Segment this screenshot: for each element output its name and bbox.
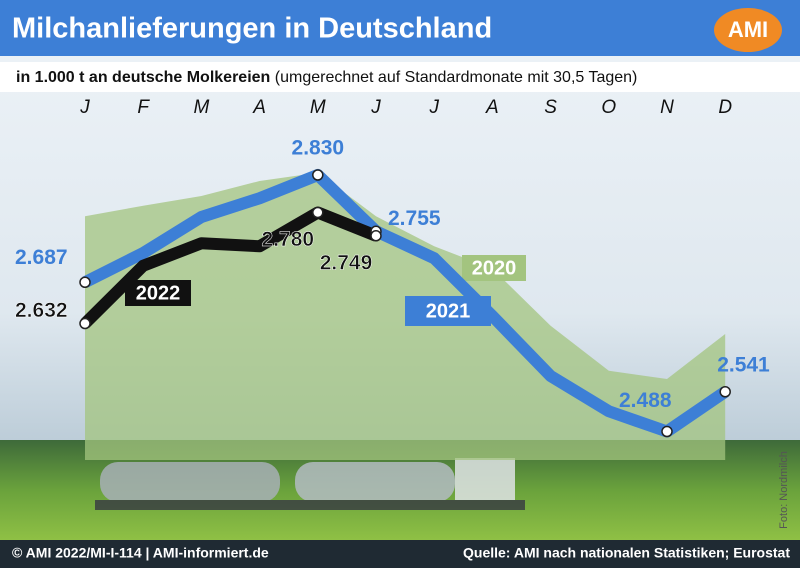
value-label: 2.755 (388, 207, 441, 230)
point-marker (661, 425, 673, 438)
x-tick-label: J (370, 97, 381, 118)
title: Milchanlieferungen in Deutschland (12, 13, 492, 45)
point-marker (79, 276, 91, 288)
photo-credit: Foto: Nordmilch (778, 451, 790, 529)
subtitle-band (0, 62, 800, 92)
subtitle-note: (umgerechnet auf Standardmonate mit 30,5… (275, 69, 638, 86)
x-tick-label: M (193, 97, 209, 118)
value-label: 2.541 (717, 353, 770, 376)
point-marker (312, 206, 324, 219)
series-label: 2022 (136, 282, 181, 304)
x-tick-label: O (601, 97, 616, 118)
series-label-box (462, 255, 526, 281)
value-label: 2.488 (619, 389, 672, 412)
footer-left: © AMI 2022/MI-I-114 | AMI-informiert.de (12, 545, 269, 561)
logo (714, 8, 782, 52)
point-marker (312, 169, 324, 181)
header-bar (0, 0, 800, 56)
value-label: 2.687 (15, 246, 68, 269)
x-tick-label: F (137, 97, 150, 118)
footer-bar (0, 540, 800, 568)
x-tick-label: M (310, 97, 326, 118)
value-label: 2.749 (320, 251, 373, 274)
x-tick-label: N (660, 97, 674, 118)
line-1 (82, 169, 729, 438)
trucks (95, 458, 525, 510)
series-label: 2021 (426, 300, 471, 322)
value-label: 2.632 (15, 299, 68, 322)
logo-text: AMI (728, 17, 768, 42)
series-label: 2020 (472, 257, 517, 279)
series-label-box (125, 280, 191, 306)
x-tick-label: J (79, 97, 90, 118)
x-tick-label: A (485, 97, 499, 118)
point-marker (719, 386, 731, 398)
point-marker (370, 230, 382, 242)
x-tick-label: A (252, 97, 266, 118)
x-tick-label: J (428, 97, 439, 118)
line-2 (80, 206, 379, 328)
x-tick-label: S (544, 97, 557, 118)
subtitle-bold: in 1.000 t an deutsche Molkereien (16, 69, 270, 86)
value-label: 2.830 (292, 137, 345, 160)
footer-right: Quelle: AMI nach nationalen Statistiken;… (463, 545, 790, 561)
series-label-box (405, 296, 491, 326)
point-marker (79, 317, 91, 330)
subtitle: in 1.000 t an deutsche Molkereien (umger… (16, 69, 637, 86)
x-tick-label: D (718, 97, 732, 118)
value-label: 2.780 (262, 228, 315, 251)
